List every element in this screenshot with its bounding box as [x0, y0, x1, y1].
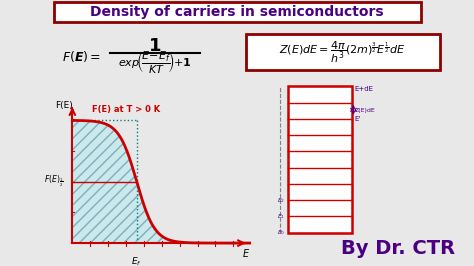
Bar: [288, 86, 352, 233]
Text: $Z(E)dE = \dfrac{4\pi}{h^3}(2m)^{\frac{3}{2}}E^{\frac{1}{2}}dE$: $Z(E)dE = \dfrac{4\pi}{h^3}(2m)^{\frac{3…: [279, 39, 405, 65]
Text: Density of carriers in semiconductors: Density of carriers in semiconductors: [90, 5, 384, 19]
Text: $\mathit{exp}\!\left(\!\dfrac{E\!-\!E_f}{KT}\!\right)\!\!+\!\mathbf{1}$: $\mathit{exp}\!\left(\!\dfrac{E\!-\!E_f}…: [118, 49, 192, 75]
Text: $E$: $E$: [242, 247, 250, 259]
Text: E': E': [355, 116, 361, 122]
Text: By Dr. CTR: By Dr. CTR: [341, 239, 455, 257]
Text: $E_1$: $E_1$: [277, 212, 286, 221]
Text: F(E) at T > 0 K: F(E) at T > 0 K: [92, 105, 160, 114]
Text: $E_f$: $E_f$: [131, 255, 142, 266]
Text: $F(E)_{\frac{1}{2}}$: $F(E)_{\frac{1}{2}}$: [44, 174, 64, 189]
Text: $\mathbf{1}$: $\mathbf{1}$: [148, 37, 162, 55]
Text: Z(E)dE: Z(E)dE: [355, 108, 375, 113]
Text: $E_2$: $E_2$: [277, 196, 286, 205]
Text: $\mathit{F}(\boldsymbol{E}) =$: $\mathit{F}(\boldsymbol{E}) =$: [62, 48, 101, 64]
FancyBboxPatch shape: [246, 34, 440, 70]
FancyBboxPatch shape: [54, 2, 421, 22]
Text: $E_0$: $E_0$: [277, 228, 286, 237]
Text: F(E): F(E): [55, 101, 73, 110]
Text: E+dE: E+dE: [355, 86, 374, 92]
